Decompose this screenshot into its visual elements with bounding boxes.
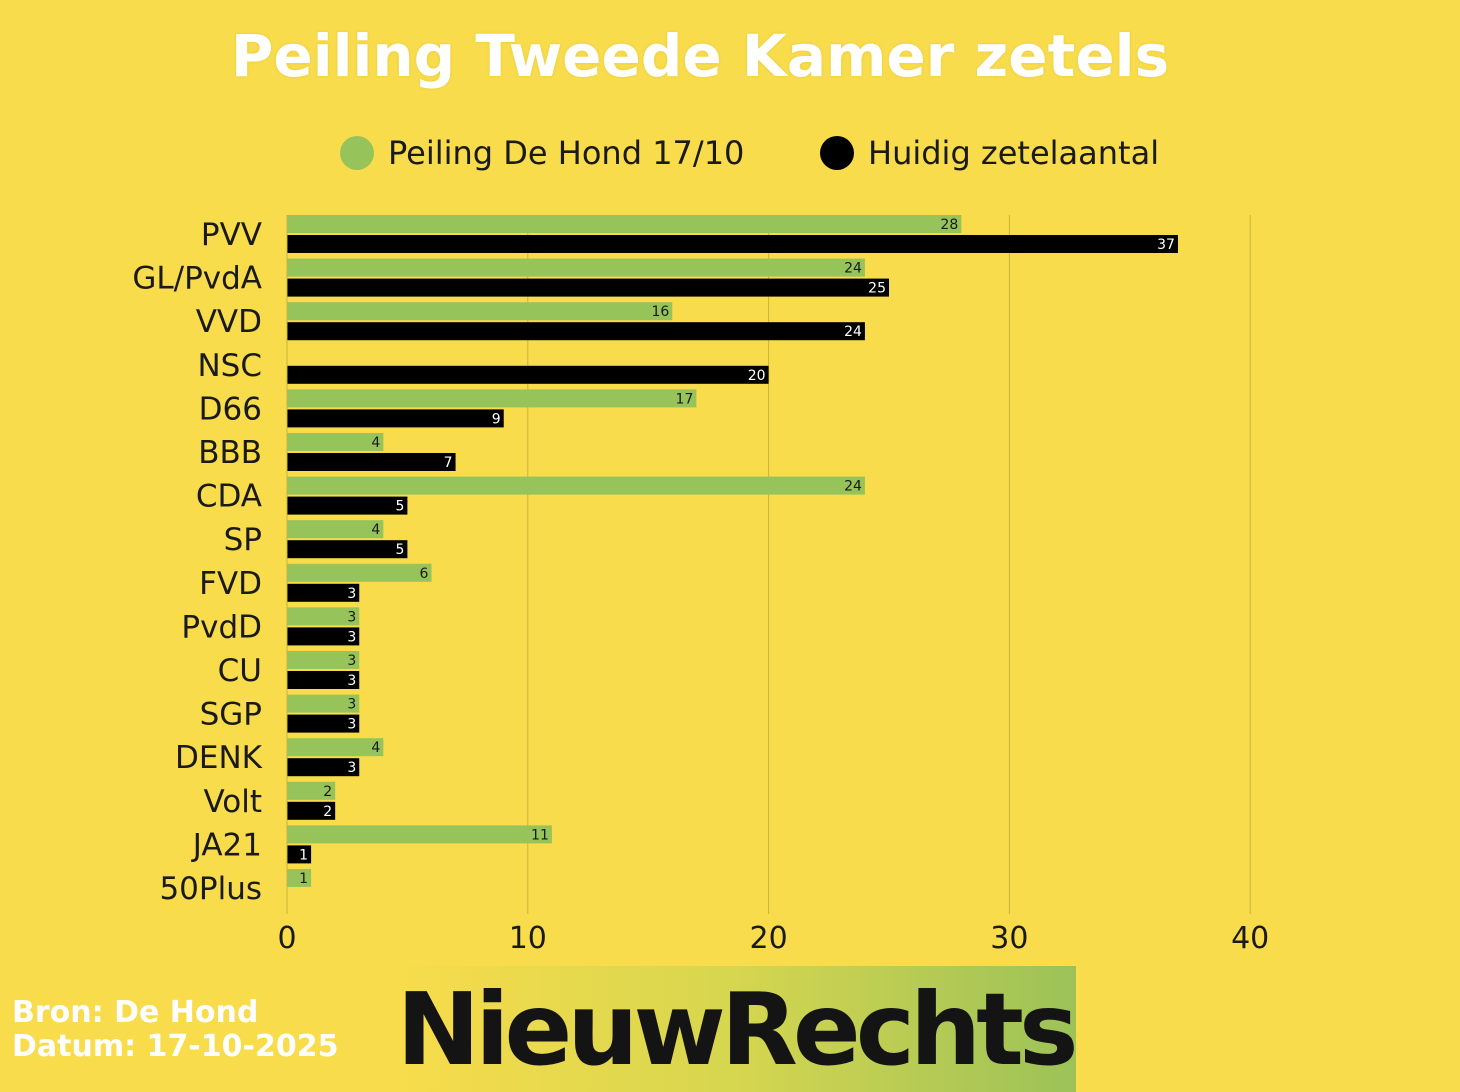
- bar-current-bbb: [287, 453, 456, 471]
- category-label-pvdd: PvdD: [181, 609, 262, 645]
- bar-current-sp: [287, 540, 408, 559]
- bar-poll-sp: [287, 520, 384, 539]
- bar-poll-cu: [287, 651, 360, 669]
- date-text: Datum: 17-10-2025: [12, 1029, 339, 1064]
- bar-current-cu: [287, 671, 360, 689]
- bar-current-nsc: [287, 365, 769, 384]
- data-label-current-fvd: 3: [347, 586, 356, 602]
- bar-poll-sgp: [287, 694, 360, 713]
- chart-title: Peiling Tweede Kamer zetels: [230, 22, 1170, 90]
- legend: Peiling De Hond 17/10 Huidig zetelaantal: [0, 128, 1460, 178]
- data-label-poll-bbb: 4: [371, 435, 380, 451]
- legend-label-poll: Peiling De Hond 17/10: [388, 134, 745, 172]
- category-label-fvd: FVD: [199, 566, 262, 602]
- data-label-poll-d66: 17: [676, 391, 694, 407]
- category-label-pvv: PVV: [201, 217, 262, 253]
- category-label-bbb: BBB: [198, 435, 262, 471]
- legend-item-poll: Peiling De Hond 17/10: [340, 128, 744, 178]
- category-label-ja21: JA21: [191, 827, 262, 863]
- legend-swatch-poll: [340, 136, 374, 170]
- bar-poll-ja21: [287, 825, 552, 844]
- data-label-current-gl-pvda: 25: [868, 281, 886, 297]
- data-label-current-bbb: 7: [444, 455, 453, 471]
- bar-poll-bbb: [287, 433, 384, 451]
- legend-label-current: Huidig zetelaantal: [868, 134, 1160, 172]
- data-label-poll-pvdd: 3: [347, 609, 356, 625]
- bar-current-pvv: [287, 235, 1178, 253]
- x-tick-label-30: 30: [990, 921, 1028, 956]
- bar-current-d66: [287, 409, 504, 428]
- data-label-poll-vvd: 16: [651, 304, 669, 320]
- category-label-volt: Volt: [203, 784, 262, 820]
- bar-poll-pvdd: [287, 607, 360, 626]
- category-label-d66: D66: [199, 391, 262, 427]
- bar-current-ja21: [287, 845, 312, 864]
- data-label-current-sp: 5: [395, 542, 404, 558]
- data-label-current-cu: 3: [347, 673, 356, 689]
- bar-poll-50plus: [287, 869, 312, 887]
- logo: NieuwRechts: [394, 966, 1076, 1092]
- x-tick-label-40: 40: [1231, 921, 1269, 956]
- bar-poll-vvd: [287, 302, 673, 321]
- data-label-current-pvv: 37: [1157, 237, 1175, 253]
- bar-current-fvd: [287, 583, 360, 602]
- category-label-gl-pvda: GL/PvdA: [132, 261, 262, 297]
- data-label-poll-cda: 24: [844, 479, 862, 495]
- bar-current-vvd: [287, 322, 865, 341]
- footer-source-block: Bron: De Hond Datum: 17-10-2025: [12, 996, 338, 1064]
- data-label-current-ja21: 1: [299, 847, 308, 863]
- legend-item-current: Huidig zetelaantal: [820, 128, 1159, 178]
- bar-poll-cda: [287, 476, 865, 495]
- bar-poll-gl-pvda: [287, 258, 865, 277]
- data-label-current-pvdd: 3: [347, 629, 356, 645]
- category-label-vvd: VVD: [196, 304, 262, 340]
- data-label-poll-volt: 2: [323, 784, 332, 800]
- legend-swatch-current: [820, 136, 854, 170]
- data-label-current-denk: 3: [347, 760, 356, 776]
- bar-poll-volt: [287, 781, 336, 800]
- logo-text: NieuwRechts: [396, 970, 1077, 1088]
- data-label-poll-pvv: 28: [940, 217, 958, 233]
- data-label-current-volt: 2: [323, 804, 332, 820]
- bar-poll-d66: [287, 389, 697, 408]
- category-label-cu: CU: [218, 653, 262, 689]
- x-tick-label-20: 20: [750, 921, 788, 956]
- x-tick-label-10: 10: [509, 921, 547, 956]
- bar-current-denk: [287, 758, 360, 777]
- category-label-cda: CDA: [196, 479, 262, 515]
- bar-current-cda: [287, 496, 408, 515]
- bar-current-sgp: [287, 714, 360, 733]
- category-label-50plus: 50Plus: [159, 871, 262, 907]
- source-text: Bron: De Hond: [12, 995, 259, 1030]
- data-label-current-cda: 5: [395, 499, 404, 515]
- bar-current-pvdd: [287, 627, 360, 646]
- data-label-poll-fvd: 6: [420, 566, 429, 582]
- category-label-nsc: NSC: [197, 348, 262, 384]
- data-label-current-vvd: 24: [844, 324, 862, 340]
- bar-current-volt: [287, 801, 336, 820]
- data-label-poll-50plus: 1: [299, 871, 308, 887]
- data-label-poll-gl-pvda: 24: [844, 261, 862, 277]
- data-label-current-nsc: 20: [748, 368, 766, 384]
- data-label-current-d66: 9: [492, 411, 501, 427]
- category-label-sp: SP: [224, 522, 262, 558]
- data-label-poll-ja21: 11: [531, 827, 549, 843]
- data-label-current-sgp: 3: [347, 717, 356, 733]
- bar-poll-denk: [287, 738, 384, 757]
- bar-poll-fvd: [287, 563, 432, 582]
- bar-current-gl-pvda: [287, 278, 889, 297]
- data-label-poll-sp: 4: [371, 522, 380, 538]
- data-label-poll-cu: 3: [347, 653, 356, 669]
- category-label-denk: DENK: [175, 740, 263, 776]
- category-label-sgp: SGP: [200, 697, 262, 733]
- x-tick-label-0: 0: [277, 921, 296, 956]
- data-label-poll-sgp: 3: [347, 697, 356, 713]
- data-label-poll-denk: 4: [371, 740, 380, 756]
- bar-poll-pvv: [287, 215, 962, 233]
